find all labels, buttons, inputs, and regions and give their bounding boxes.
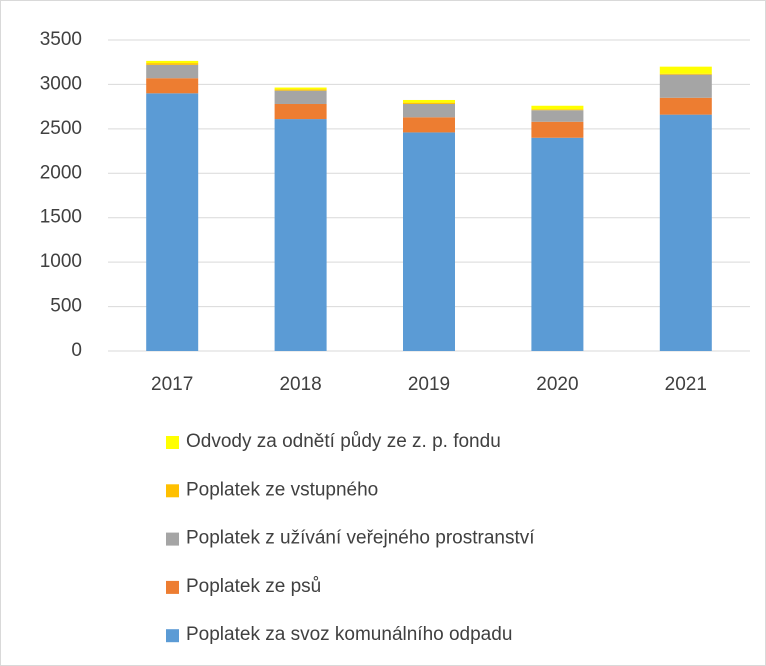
legend-swatch	[166, 532, 179, 546]
bar-segment	[531, 110, 584, 122]
bar-segment	[403, 117, 455, 133]
labels: 0 500 1000 1500 2000 2500 3000 3500 2017 2018 2019…	[40, 29, 707, 395]
bar-segment	[274, 89, 327, 91]
bar-segment	[531, 137, 584, 351]
y-tick-label: 3500	[40, 29, 82, 50]
x-tick-label: 2021	[665, 374, 707, 395]
bar-segment	[531, 109, 584, 111]
bar-segment	[146, 63, 199, 65]
legend-label: Poplatek ze psů	[186, 576, 321, 597]
x-tick-label: 2020	[536, 374, 578, 395]
bar-segment	[403, 102, 455, 104]
bar-segment	[146, 64, 199, 79]
legend-label: Poplatek z užívání veřejného prostranstv…	[186, 528, 535, 549]
bar-segment	[274, 87, 327, 90]
x-tick-label: 2017	[151, 374, 193, 395]
y-tick-label: 500	[50, 296, 82, 317]
y-tick-label: 1000	[40, 251, 82, 272]
bar-segment	[403, 103, 455, 118]
y-tick-label: 3000	[40, 73, 82, 94]
bar-segment	[659, 73, 712, 75]
y-tick-label: 2500	[40, 118, 82, 139]
legend-swatch	[166, 629, 179, 643]
x-tick-label: 2019	[408, 374, 450, 395]
bar-segment	[274, 119, 327, 351]
bar-segment	[274, 103, 327, 120]
bar-segment	[531, 105, 584, 110]
bar-segment	[659, 97, 712, 115]
legend-swatch	[166, 484, 179, 498]
bar-segment	[659, 74, 712, 98]
legend: Poplatek za svoz komunálního odpadu Popla…	[166, 431, 535, 645]
x-tick-label: 2018	[279, 374, 321, 395]
bar-segment	[659, 114, 712, 351]
bar-segment	[403, 99, 455, 103]
legend-swatch	[166, 436, 179, 449]
bar-segment	[146, 93, 199, 352]
bars	[146, 60, 712, 352]
bar-segment	[659, 66, 712, 74]
bar-segment	[146, 60, 199, 64]
legend-label: Odvody za odnětí půdy ze z. p. fondu	[186, 431, 501, 452]
y-tick-label: 0	[71, 340, 82, 361]
bar-segment	[531, 121, 584, 138]
bar-segment	[403, 132, 455, 351]
y-tick-label: 1500	[40, 207, 82, 228]
legend-label: Poplatek za svoz komunálního odpadu	[186, 624, 512, 645]
y-tick-label: 2000	[40, 162, 82, 183]
bar-segment	[274, 90, 327, 104]
bar-segment	[146, 78, 199, 94]
legend-swatch	[166, 580, 179, 594]
legend-label: Poplatek ze vstupného	[186, 479, 378, 500]
